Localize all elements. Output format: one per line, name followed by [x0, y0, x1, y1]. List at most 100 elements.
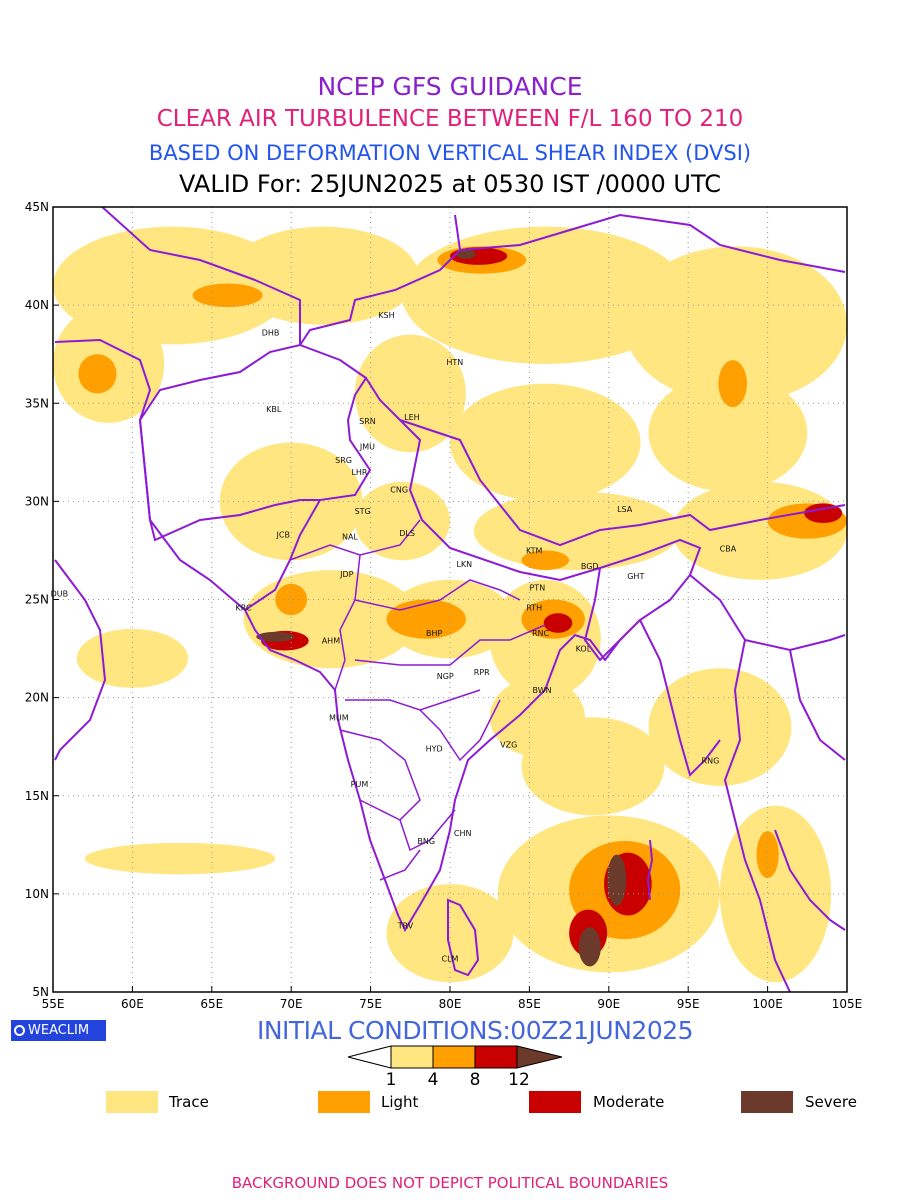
lon-tick-label: 75E: [359, 997, 382, 1011]
lon-tick-label: 80E: [439, 997, 462, 1011]
legend-label-light: Light: [381, 1093, 419, 1111]
lat-tick-label: 35N: [25, 396, 49, 410]
lon-tick-label: 65E: [200, 997, 223, 1011]
city-label-lsa: LSA: [617, 505, 633, 514]
lon-tick-label: 60E: [121, 997, 144, 1011]
city-label-ahm: AHM: [322, 637, 340, 646]
city-label-mum: MUM: [329, 713, 349, 722]
turbulence-patch-trace: [227, 226, 419, 325]
turbulence-patch-light: [275, 583, 308, 616]
city-label-pum: PUM: [351, 780, 369, 789]
city-label-jmu: JMU: [359, 442, 375, 451]
valid-time: VALID For: 25JUN2025 at 0530 IST /0000 U…: [179, 170, 721, 198]
lat-tick-label: 25N: [25, 593, 49, 607]
city-label-kol: KOL: [576, 645, 592, 654]
lon-tick-label: 70E: [280, 997, 303, 1011]
lat-tick-label: 40N: [25, 298, 49, 312]
city-label-ngp: NGP: [437, 672, 454, 681]
colorbar-under-arrow: [347, 1045, 392, 1069]
disclaimer-footer: BACKGROUND DOES NOT DEPICT POLITICAL BOU…: [231, 1174, 669, 1192]
colorbar-trace: [390, 1045, 434, 1069]
city-label-trv: TRV: [397, 921, 414, 930]
map-subtitle-turbulence: CLEAR AIR TURBULENCE BETWEEN F/L 160 TO …: [156, 106, 744, 132]
city-label-chn: CHN: [454, 829, 472, 838]
colorbar-severe-arrow: [516, 1045, 563, 1069]
lat-tick-label: 20N: [25, 691, 49, 705]
city-label-vzg: VZG: [500, 741, 517, 750]
colorbar-light: [432, 1045, 476, 1069]
lon-tick-label: 100E: [752, 997, 783, 1011]
turbulence-patch-severe: [256, 631, 295, 642]
turbulence-patch-trace: [84, 842, 276, 875]
colorbar: [347, 1045, 563, 1069]
turbulence-patch-severe: [578, 927, 601, 967]
colorbar-tick-4: 4: [427, 1070, 439, 1090]
city-label-srn: SRN: [359, 417, 376, 426]
city-label-ktm: KTM: [526, 546, 543, 555]
city-label-htn: HTN: [446, 358, 463, 367]
turbulence-patch-light: [756, 831, 779, 879]
turbulence-patch-trace: [719, 805, 832, 983]
turbulence-patch-trace: [450, 383, 641, 502]
city-label-clm: CLM: [442, 955, 459, 964]
legend-swatch-moderate: [529, 1091, 581, 1113]
city-label-stg: STG: [355, 507, 371, 516]
colorbar-moderate: [474, 1045, 518, 1069]
turbulence-patch-trace: [473, 491, 681, 571]
colorbar-tick-12: 12: [508, 1070, 530, 1090]
city-label-dls: DLS: [399, 529, 415, 538]
turbulence-patch-light: [78, 354, 117, 394]
lat-tick-label: 15N: [25, 789, 49, 803]
turbulence-patch-moderate: [543, 613, 573, 633]
city-labels: KSH DHB HTN KBL LEH SRN JMU SRG LHR CNG LSA STG JCB D…: [51, 311, 737, 964]
turbulence-patch-trace: [521, 717, 665, 816]
city-label-dub: DUB: [51, 590, 69, 599]
city-label-leh: LEH: [404, 413, 420, 422]
map-subtitle-index: BASED ON DEFORMATION VERTICAL SHEAR INDE…: [148, 141, 752, 165]
city-label-krc: KRC: [236, 603, 252, 612]
lon-tick-label: 55E: [42, 997, 65, 1011]
legend-swatch-severe: [741, 1091, 793, 1113]
turbulence-patch-severe: [456, 249, 476, 260]
turbulence-patch-light: [718, 360, 747, 408]
city-label-kbl: KBL: [266, 405, 282, 414]
city-label-bgd: BGD: [581, 562, 599, 571]
city-label-cba: CBA: [720, 544, 737, 553]
colorbar-tick-1: 1: [385, 1070, 397, 1090]
city-label-ksh: KSH: [378, 311, 394, 320]
city-label-ptn: PTN: [529, 584, 545, 593]
city-label-lhr: LHR: [351, 468, 367, 477]
city-label-nal: NAL: [342, 533, 358, 542]
axis-ticks: 55E 60E 65E 70E 75E 80E 85E 90E 95E 100E 105E 45N 40…: [25, 200, 863, 1011]
turbulence-patch-severe: [607, 854, 627, 906]
turbulence-patch-light: [521, 550, 570, 571]
city-label-dhb: DHB: [262, 329, 280, 338]
turbulence-patch-trace: [354, 334, 466, 453]
legend-label-moderate: Moderate: [593, 1093, 665, 1111]
initial-conditions: INITIAL CONDITIONS:00Z21JUN2025: [256, 1016, 694, 1045]
legend-swatch-light: [318, 1091, 370, 1113]
lon-tick-label: 90E: [597, 997, 620, 1011]
turbulence-patch-light: [192, 283, 263, 308]
city-label-rnc: RNC: [532, 629, 550, 638]
city-label-bng: BNG: [417, 837, 435, 846]
city-label-bwn: BWN: [533, 686, 552, 695]
city-label-bhp: BHP: [426, 629, 443, 638]
city-label-jdp: JDP: [339, 570, 354, 579]
city-label-lkn: LKN: [456, 560, 472, 569]
legend-label-severe: Severe: [805, 1093, 857, 1111]
colorbar-tick-8: 8: [469, 1070, 481, 1090]
city-label-rng: RNG: [702, 756, 720, 765]
lat-tick-label: 10N: [25, 887, 49, 901]
turbulence-patch-trace: [624, 246, 847, 404]
lat-tick-label: 5N: [32, 985, 49, 999]
lat-lon-grid: [53, 207, 847, 992]
lat-tick-label: 30N: [25, 494, 49, 508]
weaclim-logo-icon: [14, 1025, 25, 1036]
lon-tick-label: 85E: [518, 997, 541, 1011]
city-label-hyd: HYD: [426, 745, 443, 754]
map-title: NCEP GFS GUIDANCE: [317, 72, 583, 101]
turbulence-patch-light: [386, 599, 466, 639]
turbulence-layer: [53, 226, 847, 983]
